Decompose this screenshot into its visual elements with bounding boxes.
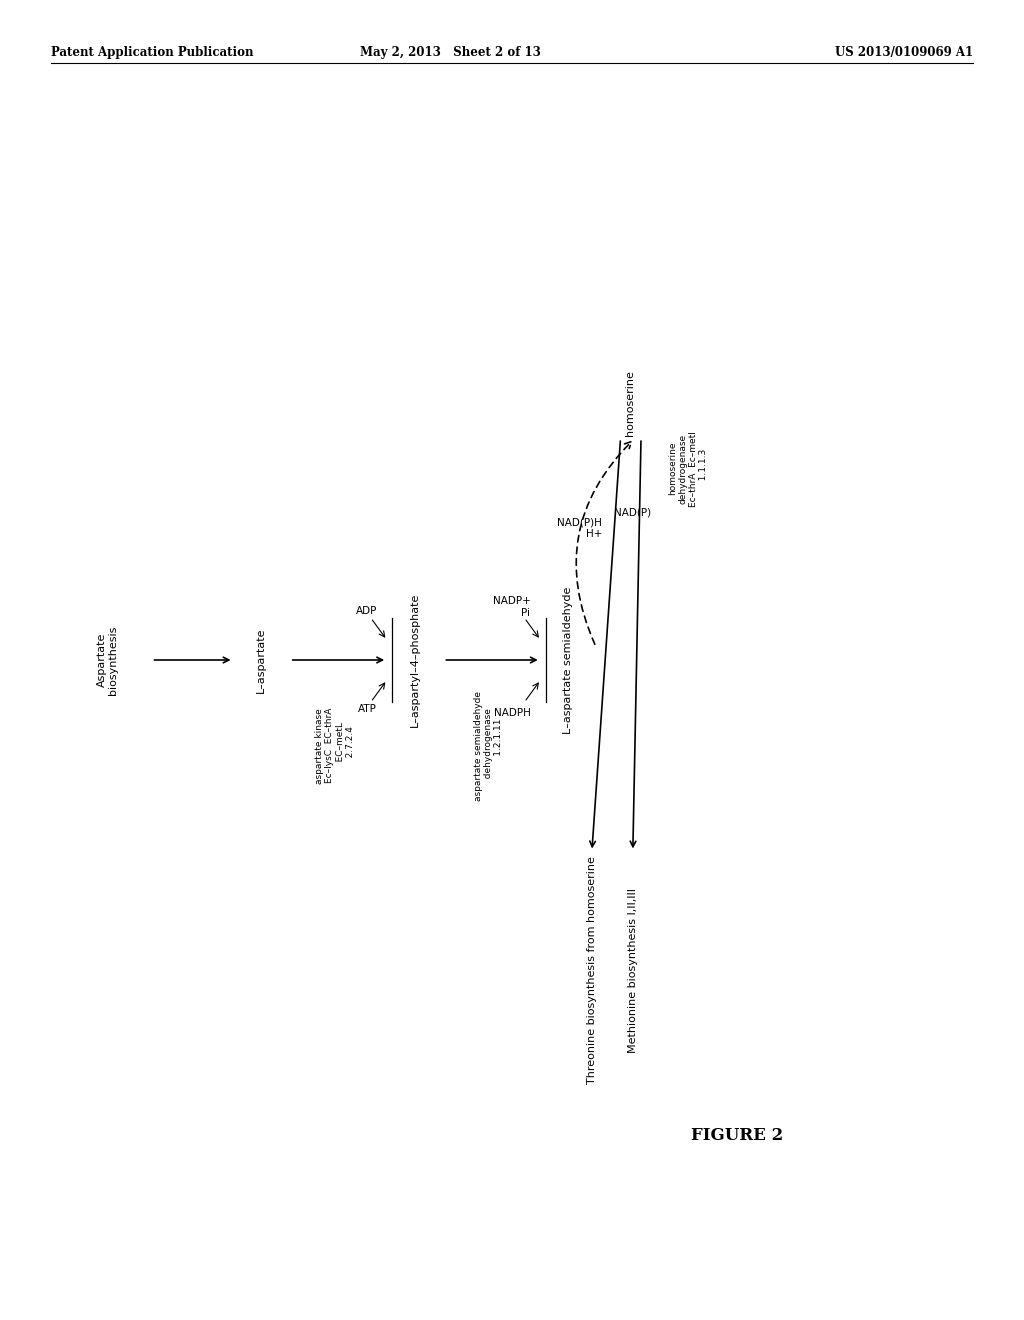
Text: NADPH: NADPH	[494, 708, 530, 718]
Text: FIGURE 2: FIGURE 2	[691, 1127, 783, 1143]
Text: homoserine
dehydrogenase
Ec–thrA  Ec–metl
   1.1.1.3: homoserine dehydrogenase Ec–thrA Ec–metl…	[668, 430, 709, 507]
Text: aspartate kinase
Ec–lysC  EC–thrA
   EC–metL
   2.7.2.4: aspartate kinase Ec–lysC EC–thrA EC–metL…	[314, 708, 355, 784]
Text: US 2013/0109069 A1: US 2013/0109069 A1	[835, 46, 973, 59]
FancyArrowPatch shape	[577, 441, 632, 644]
Text: L–aspartate semialdehyde: L–aspartate semialdehyde	[563, 586, 573, 734]
Text: Threonine biosynthesis from homoserine: Threonine biosynthesis from homoserine	[587, 857, 597, 1084]
Text: L–aspartyl–4–phosphate: L–aspartyl–4–phosphate	[410, 593, 420, 727]
Text: Aspartate
biosynthesis: Aspartate biosynthesis	[96, 626, 119, 694]
Text: NADP+
Pi: NADP+ Pi	[493, 597, 530, 618]
Text: Methionine biosynthesis I,II,III: Methionine biosynthesis I,II,III	[628, 887, 638, 1053]
Text: homoserine: homoserine	[625, 370, 635, 436]
Text: ATP: ATP	[358, 704, 377, 714]
Text: L–aspartate: L–aspartate	[256, 627, 266, 693]
Text: aspartate semialdehyde
  dehydrogenase
      1.2.1.11: aspartate semialdehyde dehydrogenase 1.2…	[473, 690, 504, 801]
Text: NAD(P)H
H+: NAD(P)H H+	[557, 517, 602, 539]
Text: May 2, 2013   Sheet 2 of 13: May 2, 2013 Sheet 2 of 13	[360, 46, 541, 59]
Text: Patent Application Publication: Patent Application Publication	[51, 46, 254, 59]
Text: ADP: ADP	[355, 606, 377, 616]
Text: NAD(P): NAD(P)	[614, 507, 651, 517]
